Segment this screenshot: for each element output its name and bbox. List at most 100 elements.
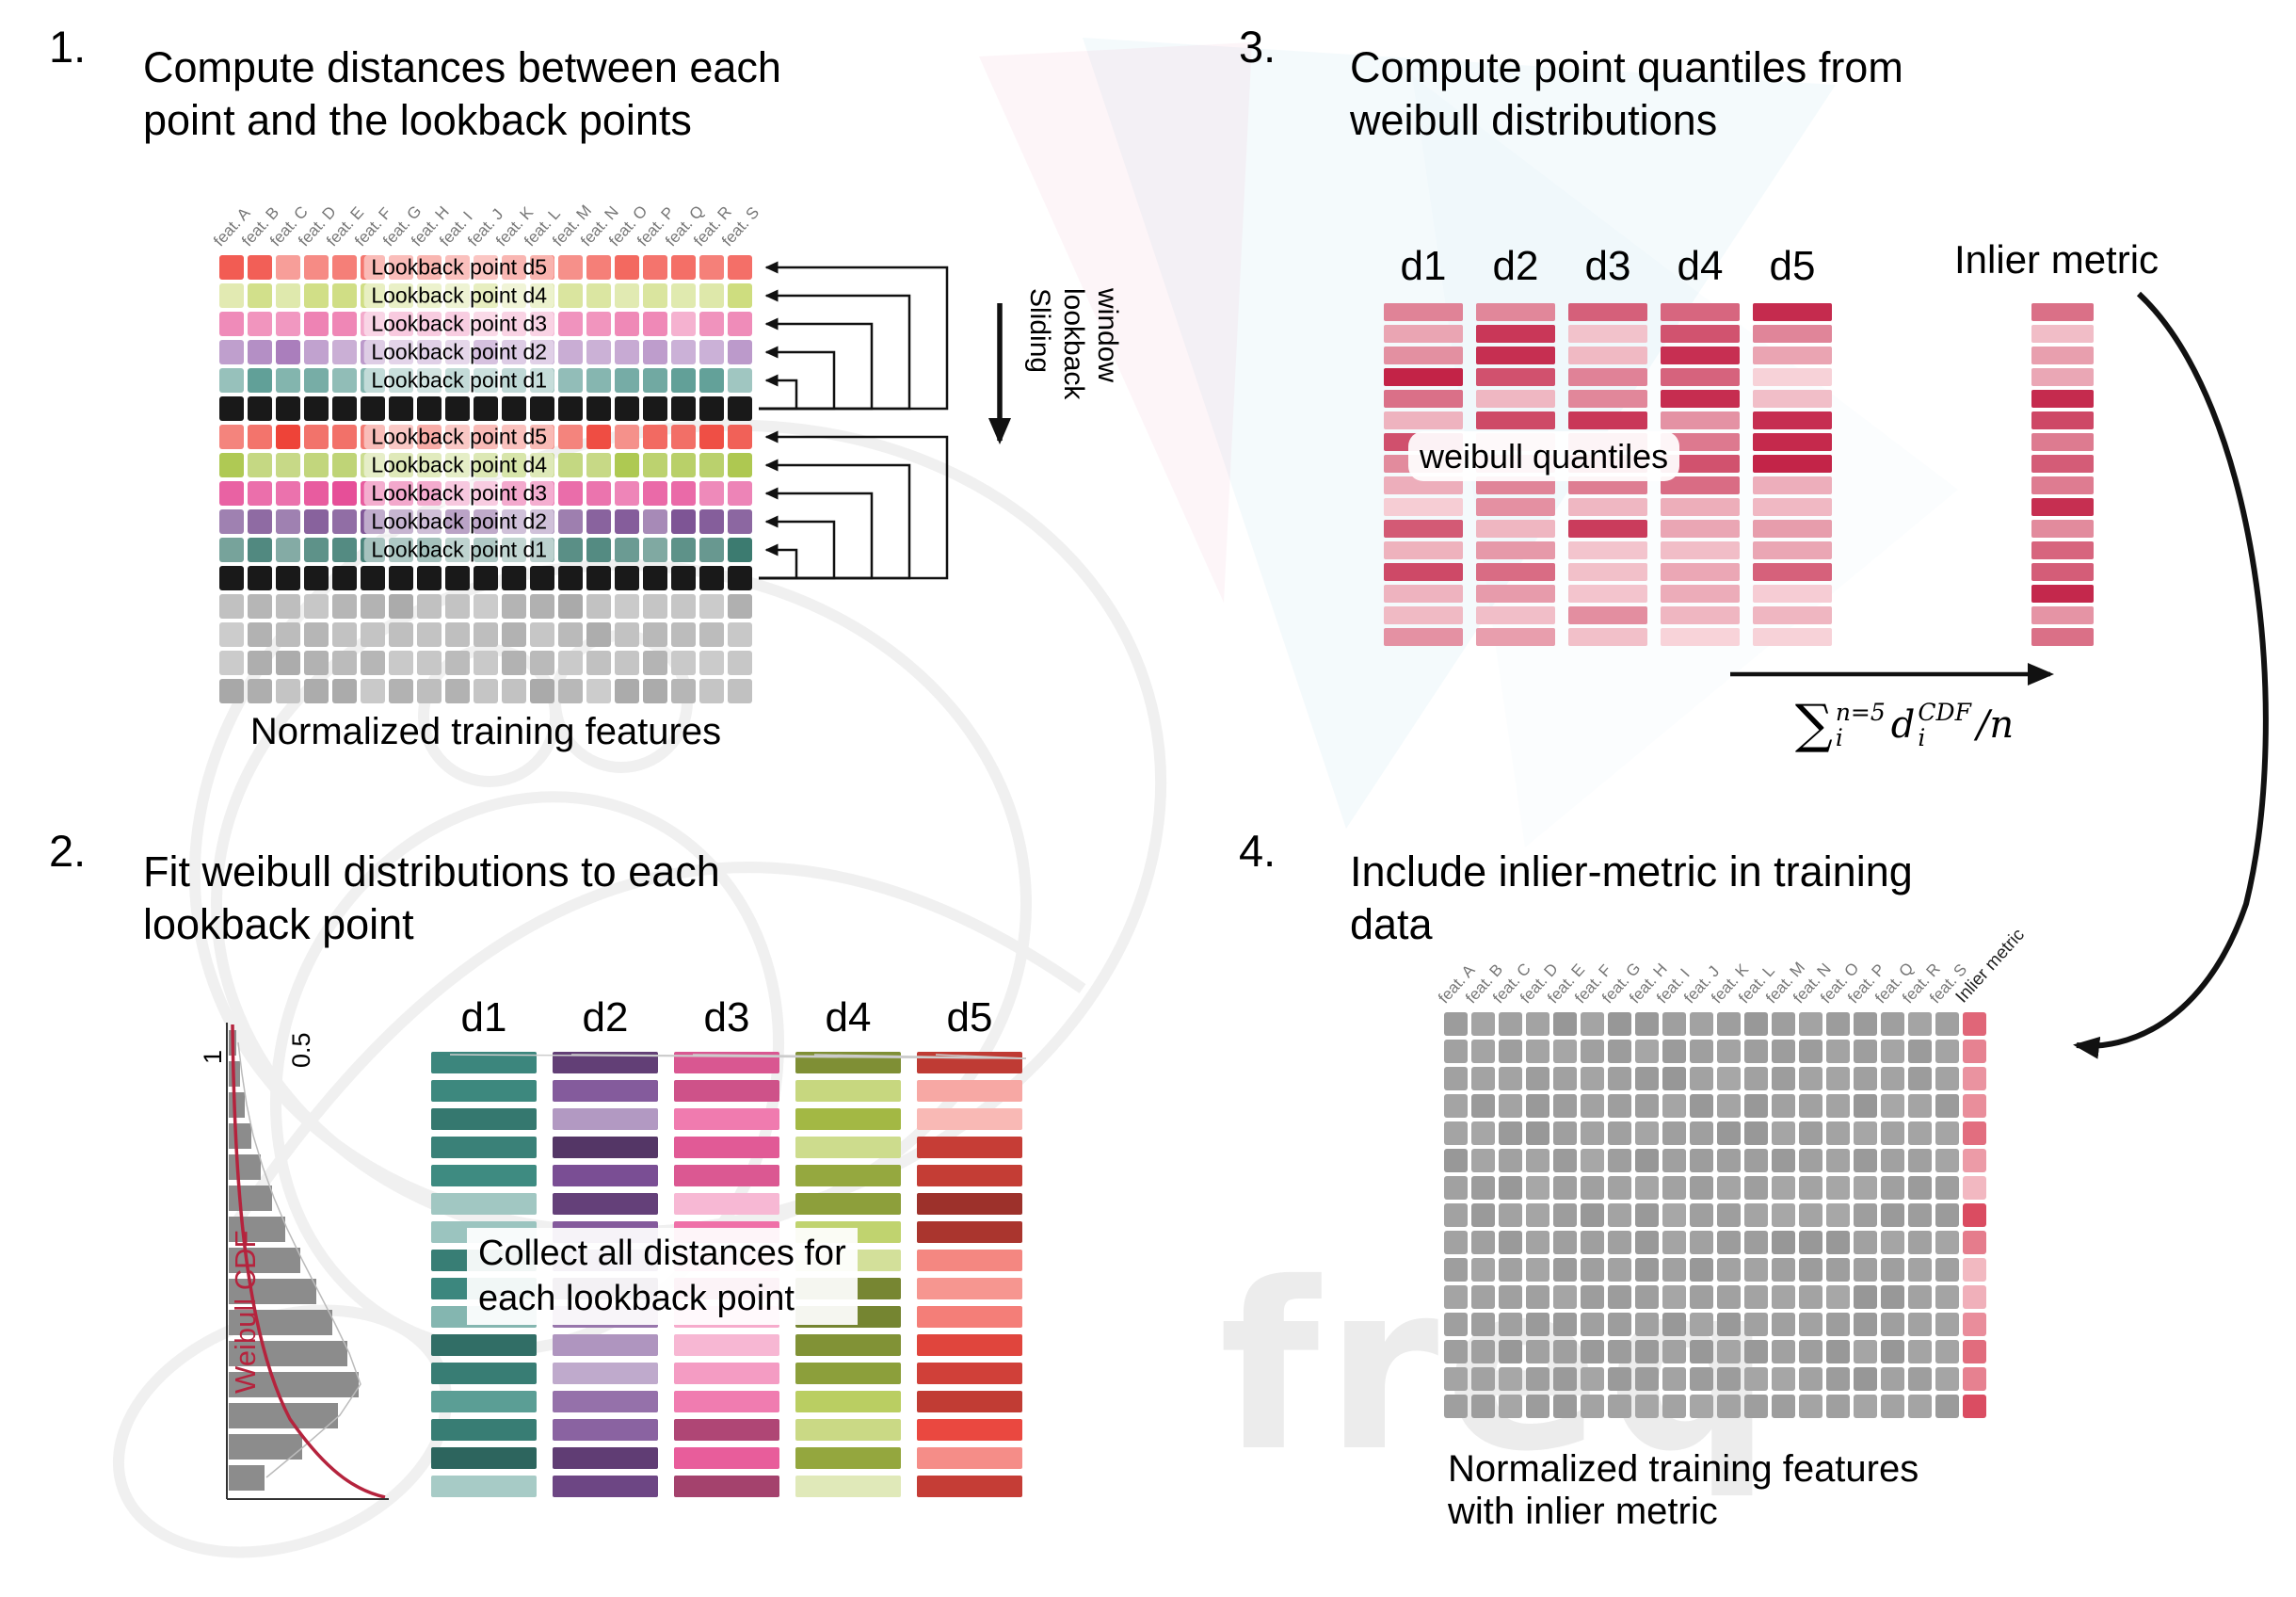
feature-cell [1662,1340,1686,1363]
quantile-bar [1753,628,1832,646]
feature-cell [219,425,244,449]
distance-bar [674,1080,779,1102]
feature-cell [1635,1094,1659,1118]
distance-bar [795,1419,901,1441]
inlier-metric-header: Inlier metric [1954,237,2160,282]
lookback-row: Lookback point d5 [219,424,752,450]
feature-cell [1717,1203,1741,1227]
feature-cell [332,425,357,449]
distance-bar [917,1419,1022,1441]
feature-cell [643,538,667,562]
distance-bar [917,1250,1022,1271]
feature-cell [1881,1067,1904,1090]
feature-cell [304,340,329,364]
distance-bar [917,1334,1022,1356]
quantile-bar [1661,606,1740,624]
training-row [1444,1094,1986,1118]
feature-cell [332,312,357,336]
inlier-metric-cell [1963,1121,1986,1145]
feature-cell [1581,1094,1604,1118]
feature-cell [699,396,724,421]
feature-cell [361,651,385,675]
quantile-bar [1476,563,1555,581]
feature-cell [1826,1121,1850,1145]
inlier-metric-bar [2031,303,2094,321]
lookback-row-label: Lookback point d5 [363,424,555,450]
panel1-title: Compute distances between each point and… [143,43,781,144]
feature-cell [1881,1149,1904,1172]
quantile-bar [1384,368,1463,386]
feature-cell [304,538,329,562]
feature-cell [1553,1313,1577,1336]
panel1-caption: Normalized training features [249,711,722,752]
feature-cell [699,651,724,675]
distance-bar [795,1080,901,1102]
distance-bar [553,1334,658,1356]
feature-cell [671,538,696,562]
training-row [1444,1367,1986,1391]
training-feature-row [219,651,752,675]
feature-cell [248,396,272,421]
quantile-column-header: d3 [1584,243,1631,289]
quantile-bar [1568,411,1647,429]
quantile-bar [1476,606,1555,624]
feature-cell [304,255,329,280]
feature-cell [671,425,696,449]
feature-cell [558,425,583,449]
feature-cell [558,509,583,534]
distance-bar [674,1419,779,1441]
feature-cell [1608,1313,1631,1336]
feature-cell [643,396,667,421]
feature-cell [1854,1231,1877,1254]
inlier-metric-bar [2031,585,2094,603]
feature-cell [332,622,357,647]
quantile-bar [1661,411,1740,429]
feature-cell [1935,1094,1959,1118]
feature-cell [699,594,724,619]
distance-bar [674,1363,779,1384]
feature-cell [276,255,300,280]
lookback-row: Lookback point d2 [219,339,752,365]
feature-cell [1499,1203,1522,1227]
quantile-bar [1568,347,1647,364]
feature-cell [1772,1258,1795,1282]
feature-cell [1553,1012,1577,1036]
feature-cell [1854,1040,1877,1063]
feature-cell [248,312,272,336]
feature-cell [248,566,272,590]
quantile-bar [1753,520,1832,538]
distance-bar [431,1193,537,1215]
feature-cell [1581,1367,1604,1391]
feature-cell [389,651,413,675]
quantile-bar [1568,520,1647,538]
feature-cell [586,651,611,675]
feature-cell [219,255,244,280]
distance-bar [795,1391,901,1412]
feature-cell [728,340,752,364]
feature-cell [699,255,724,280]
feature-cell [530,651,554,675]
feature-cell [1799,1313,1822,1336]
feature-cell [558,368,583,393]
inlier-metric-cell [1963,1203,1986,1227]
weibull-quantiles-note: weibull quantiles [1408,431,1680,481]
feature-cell [728,425,752,449]
distance-column-header: d3 [703,994,750,1040]
quantile-bar [1568,325,1647,343]
feature-cell [1526,1121,1549,1145]
feature-cell [558,340,583,364]
feature-cell [474,622,498,647]
training-feature-row [219,622,752,647]
distance-column-header: d1 [460,994,507,1040]
inlier-metric-cell [1963,1285,1986,1309]
feature-cell [671,651,696,675]
quantile-bar [1661,498,1740,516]
feature-cell [219,283,244,308]
quantile-bar [1384,628,1463,646]
feature-cell [1799,1012,1822,1036]
feature-cell [1608,1176,1631,1200]
feature-cell [1772,1040,1795,1063]
feature-cell [219,453,244,477]
feature-cell [643,481,667,506]
lookback-row-label: Lookback point d5 [363,254,555,281]
